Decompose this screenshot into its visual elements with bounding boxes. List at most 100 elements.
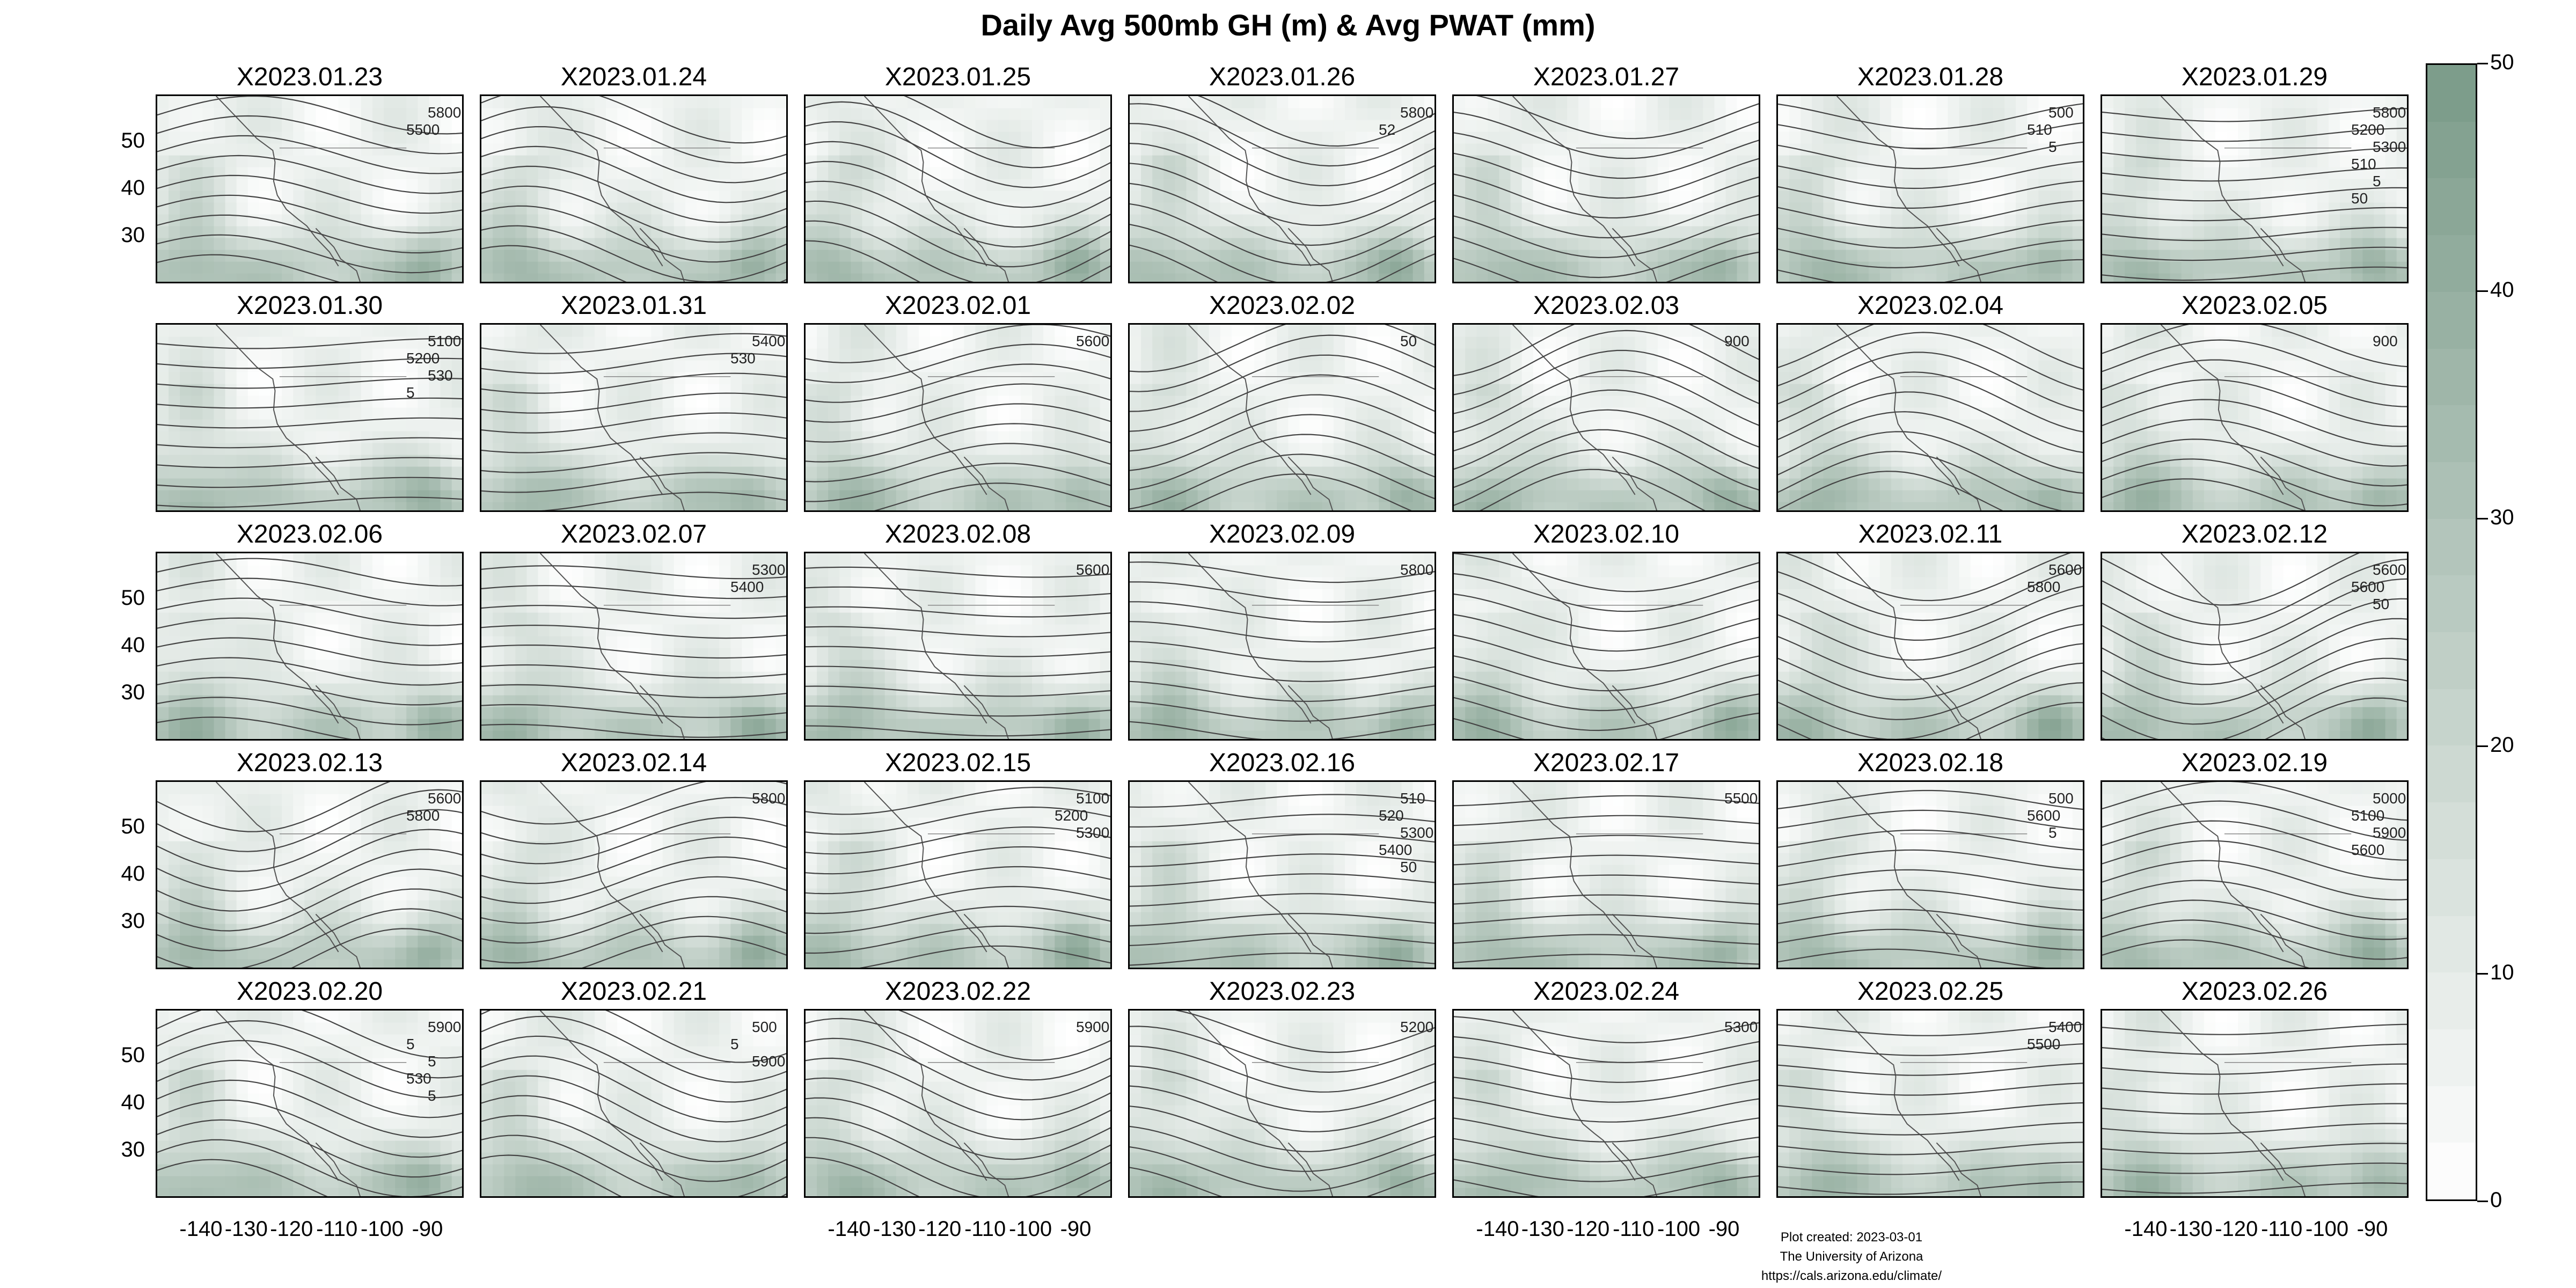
- pwat-cell: [515, 490, 527, 502]
- pwat-cell: [1612, 167, 1624, 179]
- pwat-cell: [1356, 250, 1368, 262]
- pwat-cell: [549, 502, 561, 510]
- pwat-cell: [964, 384, 976, 396]
- pwat-cell: [1163, 214, 1175, 226]
- pwat-cell: [1465, 191, 1477, 203]
- pwat-cell: [1914, 131, 1926, 144]
- pwat-cell: [293, 96, 305, 108]
- pwat-cell: [2294, 179, 2307, 191]
- pwat-cell: [463, 167, 464, 179]
- gh-contour: [904, 96, 1110, 149]
- pwat-cell: [1111, 407, 1112, 420]
- pwat-cell: [2181, 261, 2193, 274]
- pwat-cell: [1265, 108, 1277, 120]
- pwat-cell: [395, 238, 407, 250]
- pwat-cell: [2027, 131, 2039, 144]
- coastline: [215, 96, 339, 267]
- pwat-cell: [1914, 273, 1926, 282]
- pwat-cell: [1454, 120, 1466, 132]
- pwat-cell: [1680, 155, 1692, 167]
- pwat-cell: [1009, 336, 1021, 349]
- pwat-cell: [1100, 273, 1110, 282]
- pwat-cell: [986, 261, 999, 274]
- pwat-cell: [628, 179, 640, 191]
- pwat-cell: [1277, 143, 1289, 156]
- pwat-cell: [1646, 250, 1658, 262]
- pwat-cell: [429, 191, 441, 203]
- pwat-cell: [1714, 191, 1726, 203]
- pwat-cell: [2181, 179, 2193, 191]
- pwat-cell: [1021, 348, 1033, 361]
- pwat-cell: [1623, 202, 1636, 215]
- pwat-cell: [719, 490, 731, 502]
- pwat-cell: [964, 179, 976, 191]
- pwat-cell: [1879, 131, 1892, 144]
- pwat-cell: [617, 372, 629, 384]
- panel-title: X2023.02.01: [884, 291, 1031, 320]
- pwat-cell: [270, 466, 282, 479]
- pwat-cell: [515, 191, 527, 203]
- pwat-cell: [418, 431, 430, 443]
- pwat-cell: [628, 372, 640, 384]
- pwat-cell: [157, 202, 169, 215]
- pwat-cell: [2147, 179, 2160, 191]
- pwat-cell: [2027, 226, 2039, 238]
- pwat-cell: [560, 384, 573, 396]
- pwat-cell: [1299, 384, 1312, 396]
- pwat-cell: [1288, 250, 1300, 262]
- pwat-cell: [1657, 131, 1670, 144]
- gh-contour: [481, 205, 786, 263]
- pwat-cell: [640, 108, 652, 120]
- pwat-cell: [851, 325, 863, 337]
- pwat-cell: [304, 502, 316, 510]
- pwat-cell: [1868, 250, 1880, 262]
- pwat-cell: [504, 273, 516, 282]
- coastline-gulf: [963, 456, 1009, 510]
- pwat-cell: [697, 179, 708, 191]
- pwat-cell: [1401, 261, 1414, 274]
- pwat-cell: [1737, 167, 1749, 179]
- pwat-cell: [2385, 179, 2397, 191]
- pwat-cell: [1823, 96, 1835, 108]
- pwat-cell: [873, 419, 885, 431]
- pwat-cell: [828, 202, 840, 215]
- pwat-cell: [1578, 202, 1590, 215]
- pwat-cell: [2362, 96, 2375, 108]
- pwat-cell: [851, 214, 863, 226]
- pwat-cell: [1111, 431, 1112, 443]
- pwat-cell: [1612, 226, 1624, 238]
- pwat-cell: [481, 250, 493, 262]
- pwat-cell: [225, 502, 237, 510]
- pwat-cell: [787, 238, 788, 250]
- pwat-cell: [817, 502, 829, 510]
- pwat-cell: [572, 419, 584, 431]
- pwat-cell: [595, 214, 606, 226]
- pwat-cell: [247, 348, 260, 361]
- pwat-cell: [1066, 336, 1078, 349]
- pwat-cell: [862, 155, 874, 167]
- gh-contour: [157, 338, 462, 349]
- pwat-cell: [617, 419, 629, 431]
- pwat-cell: [481, 372, 493, 384]
- pwat-cell: [1891, 238, 1903, 250]
- pwat-cell: [2061, 250, 2073, 262]
- pwat-cell: [1345, 360, 1357, 372]
- pwat-cell: [1737, 238, 1749, 250]
- pwat-cell: [685, 372, 697, 384]
- pwat-cell: [293, 407, 305, 420]
- pwat-cell: [2113, 261, 2125, 274]
- pwat-cell: [259, 336, 271, 349]
- pwat-cell: [549, 407, 561, 420]
- pwat-cell: [2072, 250, 2083, 262]
- pwat-cell: [1544, 167, 1556, 179]
- pwat-cell: [372, 336, 384, 349]
- pwat-cell: [2050, 179, 2062, 191]
- pwat-cell: [1801, 214, 1812, 226]
- pwat-cell: [247, 407, 260, 420]
- pwat-cell: [560, 466, 573, 479]
- contour-label: 5800: [1400, 104, 1433, 121]
- pwat-cell: [259, 407, 271, 420]
- pwat-cell: [384, 478, 396, 491]
- pwat-cell: [1220, 96, 1232, 108]
- pwat-cell: [1141, 419, 1153, 431]
